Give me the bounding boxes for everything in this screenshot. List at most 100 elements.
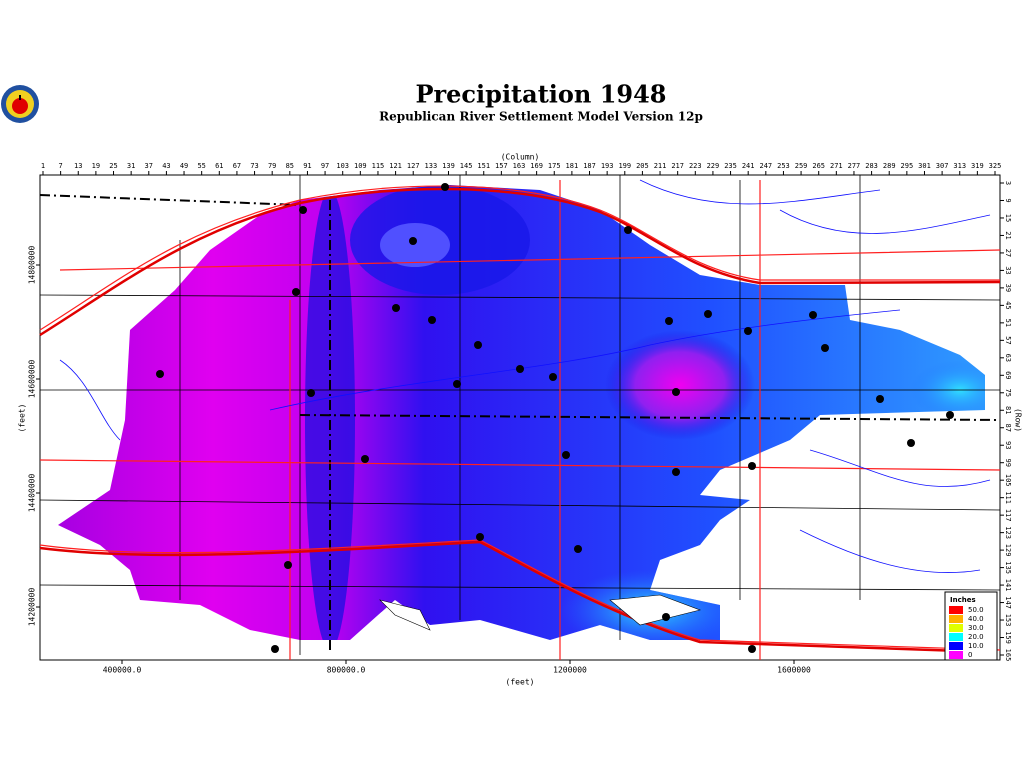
y-tick-label: 14400000 [28, 474, 37, 513]
well-point [549, 373, 557, 381]
well-point [821, 344, 829, 352]
column-label: (Column) [501, 153, 540, 162]
legend-swatch [949, 642, 963, 650]
column-tick-label: 91 [303, 162, 311, 170]
row-tick-label: 123 [1004, 526, 1012, 539]
legend-label: 20.0 [968, 633, 984, 641]
x-tick-label: 1600000 [777, 666, 811, 675]
column-tick-label: 37 [145, 162, 153, 170]
column-tick-label: 163 [513, 162, 526, 170]
row-tick-label: 165 [1004, 649, 1012, 662]
well-point [624, 226, 632, 234]
row-tick-label: 111 [1004, 491, 1012, 504]
row-tick-label: 27 [1004, 249, 1012, 257]
column-tick-label: 85 [286, 162, 294, 170]
legend-label: 50.0 [968, 606, 984, 614]
row-tick-label: 159 [1004, 631, 1012, 644]
legend-swatch [949, 615, 963, 623]
well-point [428, 316, 436, 324]
column-tick-label: 139 [442, 162, 455, 170]
column-tick-label: 193 [601, 162, 614, 170]
well-point [946, 411, 954, 419]
column-tick-label: 283 [865, 162, 878, 170]
column-tick-label: 235 [724, 162, 737, 170]
column-tick-label: 115 [372, 162, 385, 170]
legend-swatch [949, 633, 963, 641]
well-point [307, 389, 315, 397]
well-point [299, 206, 307, 214]
well-point [562, 451, 570, 459]
column-tick-label: 253 [777, 162, 790, 170]
legend-label: 30.0 [968, 624, 984, 632]
y-tick-label: 14200000 [28, 588, 37, 627]
column-tick-label: 127 [407, 162, 420, 170]
column-tick-label: 199 [618, 162, 631, 170]
well-point [476, 533, 484, 541]
column-tick-label: 295 [901, 162, 914, 170]
x-label: (feet) [506, 678, 535, 687]
row-tick-label: 33 [1004, 266, 1012, 274]
row-tick-label: 141 [1004, 579, 1012, 592]
column-tick-label: 325 [989, 162, 1002, 170]
well-point [441, 183, 449, 191]
row-tick-label: 93 [1004, 441, 1012, 449]
column-tick-label: 49 [180, 162, 188, 170]
column-tick-label: 109 [354, 162, 367, 170]
row-tick-label: 135 [1004, 561, 1012, 574]
well-point [665, 317, 673, 325]
well-point [672, 388, 680, 396]
well-point [672, 468, 680, 476]
well-point [662, 613, 670, 621]
well-point [392, 304, 400, 312]
column-tick-label: 103 [336, 162, 349, 170]
row-tick-label: 147 [1004, 596, 1012, 609]
row-tick-label: 129 [1004, 544, 1012, 557]
column-tick-label: 289 [883, 162, 896, 170]
row-tick-label: 153 [1004, 614, 1012, 627]
legend-swatch [949, 624, 963, 632]
y-tick-label: 14600000 [28, 360, 37, 399]
well-point [453, 380, 461, 388]
column-tick-label: 157 [495, 162, 508, 170]
row-tick-label: 15 [1004, 214, 1012, 222]
column-tick-label: 319 [971, 162, 984, 170]
column-tick-label: 265 [812, 162, 825, 170]
row-tick-label: 51 [1004, 319, 1012, 327]
well-point [748, 645, 756, 653]
column-tick-label: 43 [162, 162, 170, 170]
well-point [704, 310, 712, 318]
column-tick-label: 211 [654, 162, 667, 170]
row-tick-label: 39 [1004, 284, 1012, 292]
row-tick-label: 99 [1004, 458, 1012, 466]
column-tick-label: 97 [321, 162, 329, 170]
column-tick-label: 217 [671, 162, 684, 170]
column-tick-label: 259 [795, 162, 808, 170]
well-point [292, 288, 300, 296]
legend-swatch [949, 606, 963, 614]
row-tick-label: 75 [1004, 389, 1012, 397]
logo [1, 85, 39, 123]
column-tick-label: 19 [92, 162, 100, 170]
legend-swatch [949, 651, 963, 659]
column-tick-label: 145 [460, 162, 473, 170]
legend-title: Inches [950, 596, 976, 604]
legend-label: 0 [968, 651, 972, 659]
row-tick-label: 45 [1004, 301, 1012, 309]
row-tick-label: 105 [1004, 474, 1012, 487]
subtitle: Republican River Settlement Model Versio… [379, 110, 703, 124]
row-tick-label: 117 [1004, 509, 1012, 522]
legend-label: 10.0 [968, 642, 984, 650]
column-tick-label: 247 [759, 162, 772, 170]
well-point [271, 645, 279, 653]
column-tick-label: 277 [848, 162, 861, 170]
column-tick-label: 307 [936, 162, 949, 170]
row-tick-label: 69 [1004, 371, 1012, 379]
column-tick-label: 1 [41, 162, 45, 170]
column-tick-label: 301 [918, 162, 931, 170]
column-tick-label: 31 [127, 162, 135, 170]
y-label: (feet) [18, 404, 27, 433]
column-tick-label: 175 [548, 162, 561, 170]
column-tick-label: 223 [689, 162, 702, 170]
legend-label: 40.0 [968, 615, 984, 623]
x-tick-label: 800000.0 [327, 666, 366, 675]
